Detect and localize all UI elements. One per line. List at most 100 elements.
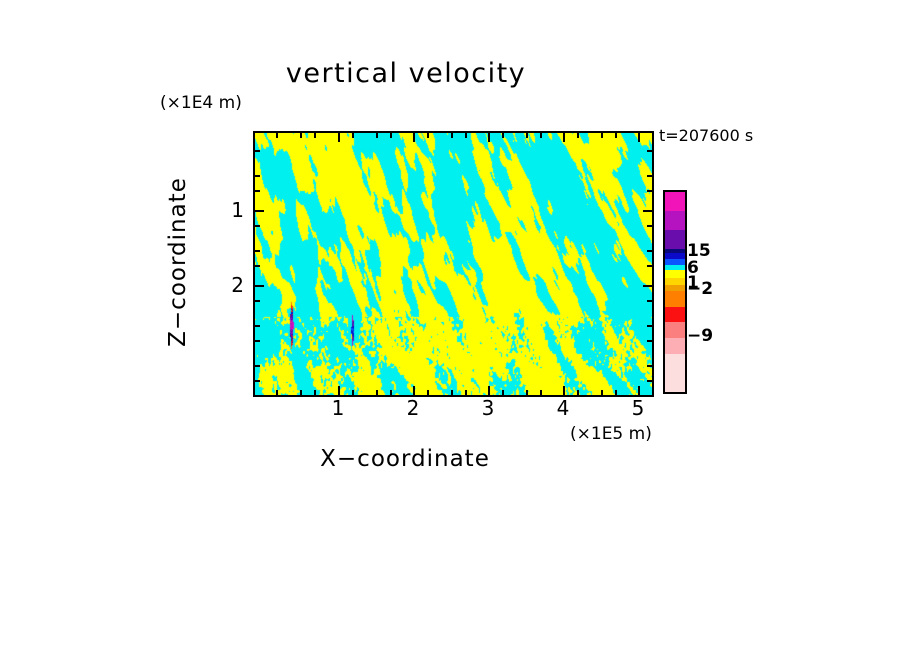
x-axis-minor-tick <box>276 390 278 395</box>
x-axis-minor-tick-top <box>352 133 354 138</box>
y-axis-minor-tick <box>255 380 260 382</box>
y-axis-minor-tick-right <box>647 300 652 302</box>
y-axis-minor-tick <box>255 365 260 367</box>
x-axis-minor-tick-top <box>577 133 579 138</box>
y-axis-unit-label: (×1E4 m) <box>160 93 242 113</box>
y-axis-minor-tick-right <box>647 225 652 227</box>
x-axis-minor-tick-top <box>314 133 316 138</box>
x-axis-tick-top <box>488 133 490 142</box>
y-axis-minor-tick <box>255 300 260 302</box>
x-axis-title-text: X−coordinate <box>320 446 490 472</box>
y-axis-ticklabel: 2 <box>231 273 244 297</box>
x-axis-tick <box>413 386 415 395</box>
y-axis-minor-tick <box>255 250 260 252</box>
y-axis-minor-tick-right <box>647 325 652 327</box>
x-axis-tick <box>338 386 340 395</box>
colorbar-band <box>665 306 685 323</box>
y-axis-minor-tick <box>255 340 260 342</box>
y-axis-minor-tick-right <box>647 250 652 252</box>
colorbar-band <box>665 322 685 339</box>
colorbar-band <box>665 277 685 285</box>
colorbar-band <box>665 248 685 253</box>
y-axis-minor-tick <box>255 150 260 152</box>
x-axis-title: X−coordinate <box>0 446 904 472</box>
y-axis-minor-tick <box>255 225 260 227</box>
x-axis-minor-tick-top <box>300 133 302 138</box>
x-axis-tick <box>488 386 490 395</box>
colorbar-ticklabel: 15 <box>687 240 711 261</box>
y-axis-title: Z−coordinate <box>165 177 191 347</box>
x-axis-minor-tick <box>465 390 467 395</box>
colorbar-band <box>665 229 685 249</box>
colorbar-band <box>665 210 685 230</box>
y-axis-minor-tick <box>255 190 260 192</box>
x-axis-minor-tick <box>314 390 316 395</box>
colorbar-band <box>665 354 685 392</box>
colorbar[interactable] <box>663 190 687 394</box>
y-axis-minor-tick-right <box>647 150 652 152</box>
y-axis-minor-tick-right <box>647 365 652 367</box>
x-axis-minor-tick <box>577 390 579 395</box>
y-axis-tick <box>255 285 264 287</box>
colorbar-band <box>665 192 685 211</box>
y-axis-tick-right <box>643 210 652 212</box>
y-axis-minor-tick-right <box>647 265 652 267</box>
x-axis-tick-top <box>638 133 640 142</box>
x-axis-minor-tick <box>390 390 392 395</box>
x-axis-minor-tick <box>540 390 542 395</box>
x-axis-minor-tick-top <box>276 133 278 138</box>
colorbar-band <box>665 338 685 355</box>
y-axis-minor-tick <box>255 175 260 177</box>
colorbar-band <box>665 290 685 307</box>
y-axis-minor-tick-right <box>647 190 652 192</box>
y-axis-minor-tick <box>255 265 260 267</box>
y-axis-minor-tick <box>255 325 260 327</box>
x-axis-tick <box>638 386 640 395</box>
x-axis-minor-tick-top <box>540 133 542 138</box>
x-axis-minor-tick <box>376 390 378 395</box>
colorbar-ticklabel: 6 <box>687 258 699 279</box>
x-axis-minor-tick <box>615 390 617 395</box>
x-axis-tick-top <box>563 133 565 142</box>
y-axis-minor-tick-right <box>647 380 652 382</box>
colorbar-band <box>665 284 685 291</box>
colorbar-ticklabel: −9 <box>687 326 714 347</box>
y-axis-ticklabel: 1 <box>231 198 244 222</box>
x-axis-tick <box>563 386 565 395</box>
x-axis-ticklabel: 1 <box>331 396 345 420</box>
x-axis-ticklabel: 5 <box>631 396 645 420</box>
x-axis-tick-top <box>338 133 340 142</box>
x-axis-ticklabel: 2 <box>406 396 420 420</box>
y-axis-tick <box>255 210 264 212</box>
x-axis-minor-tick-top <box>390 133 392 138</box>
x-axis-minor-tick <box>352 390 354 395</box>
x-axis-minor-tick-top <box>502 133 504 138</box>
x-axis-minor-tick-top <box>465 133 467 138</box>
y-axis-tick-right <box>643 285 652 287</box>
x-axis-minor-tick <box>300 390 302 395</box>
x-axis-ticklabel: 4 <box>556 396 570 420</box>
page-title: vertical velocity <box>0 58 904 89</box>
x-axis-minor-tick <box>526 390 528 395</box>
colorbar-band <box>665 252 685 259</box>
x-axis-unit-label: (×1E5 m) <box>570 424 652 444</box>
x-axis-tick-top <box>413 133 415 142</box>
velocity-field-heatmap <box>255 133 652 395</box>
colorbar-band <box>665 258 685 265</box>
x-axis-minor-tick-top <box>615 133 617 138</box>
x-axis-ticklabel: 3 <box>481 396 495 420</box>
x-axis-minor-tick-top <box>451 133 453 138</box>
colorbar-band <box>665 264 685 271</box>
colorbar-band <box>665 270 685 278</box>
x-axis-minor-tick <box>427 390 429 395</box>
plot-title-text: vertical velocity <box>285 58 527 89</box>
time-annotation: t=207600 s <box>659 126 754 145</box>
x-axis-minor-tick-top <box>601 133 603 138</box>
x-axis-minor-tick-top <box>427 133 429 138</box>
y-axis-minor-tick-right <box>647 175 652 177</box>
plot-area[interactable] <box>253 131 654 397</box>
x-axis-minor-tick <box>502 390 504 395</box>
x-axis-minor-tick <box>601 390 603 395</box>
x-axis-minor-tick-top <box>526 133 528 138</box>
